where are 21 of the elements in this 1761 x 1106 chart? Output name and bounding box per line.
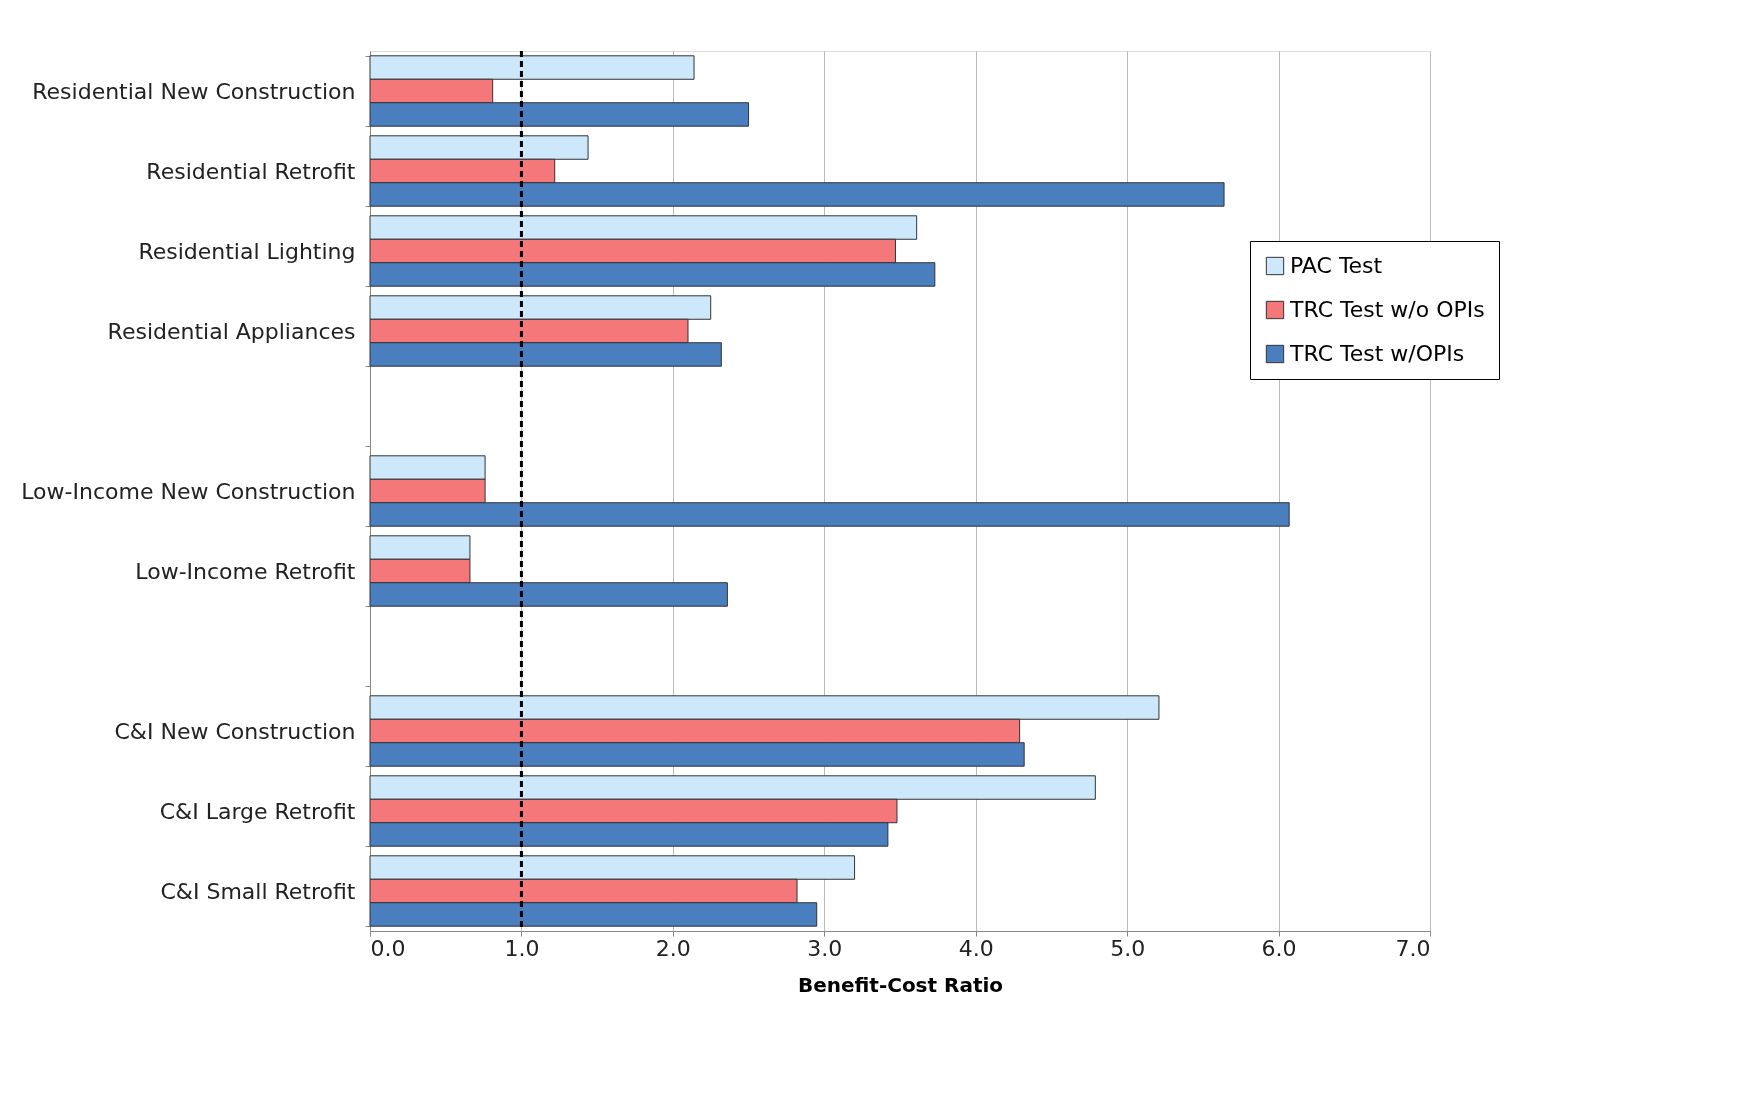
x-axis-title: Benefit-Cost Ratio [797, 972, 1004, 997]
y-tick-label: Low-Income New Construction [21, 478, 356, 504]
x-tick-label: 5.0 [1110, 935, 1146, 961]
y-tick-label: Residential Lighting [138, 238, 356, 264]
x-tick-label: 4.0 [958, 935, 994, 961]
y-tick-label: C&I New Construction [114, 718, 356, 744]
y-tick-label: C&I Small Retrofit [160, 878, 356, 904]
x-tick-label: 3.0 [807, 935, 843, 961]
y-tick-label: Residential Retrofit [146, 158, 356, 184]
y-tick-label: Low-Income Retrofit [135, 558, 356, 584]
x-tick-label: 0.0 [370, 935, 406, 961]
x-tick-label: 1.0 [504, 935, 540, 961]
x-tick-label: 7.0 [1395, 935, 1431, 961]
y-tick-label: C&I Large Retrofit [159, 798, 356, 824]
x-tick-label: 2.0 [655, 935, 691, 961]
legend-label: PAC Test [1290, 253, 1383, 278]
x-tick-label: 6.0 [1261, 935, 1297, 961]
legend-label: TRC Test w/o OPIs [1289, 297, 1485, 322]
y-tick-label: Residential Appliances [107, 318, 356, 344]
y-tick-label: Residential New Construction [32, 78, 356, 104]
legend-label: TRC Test w/OPIs [1289, 341, 1465, 366]
